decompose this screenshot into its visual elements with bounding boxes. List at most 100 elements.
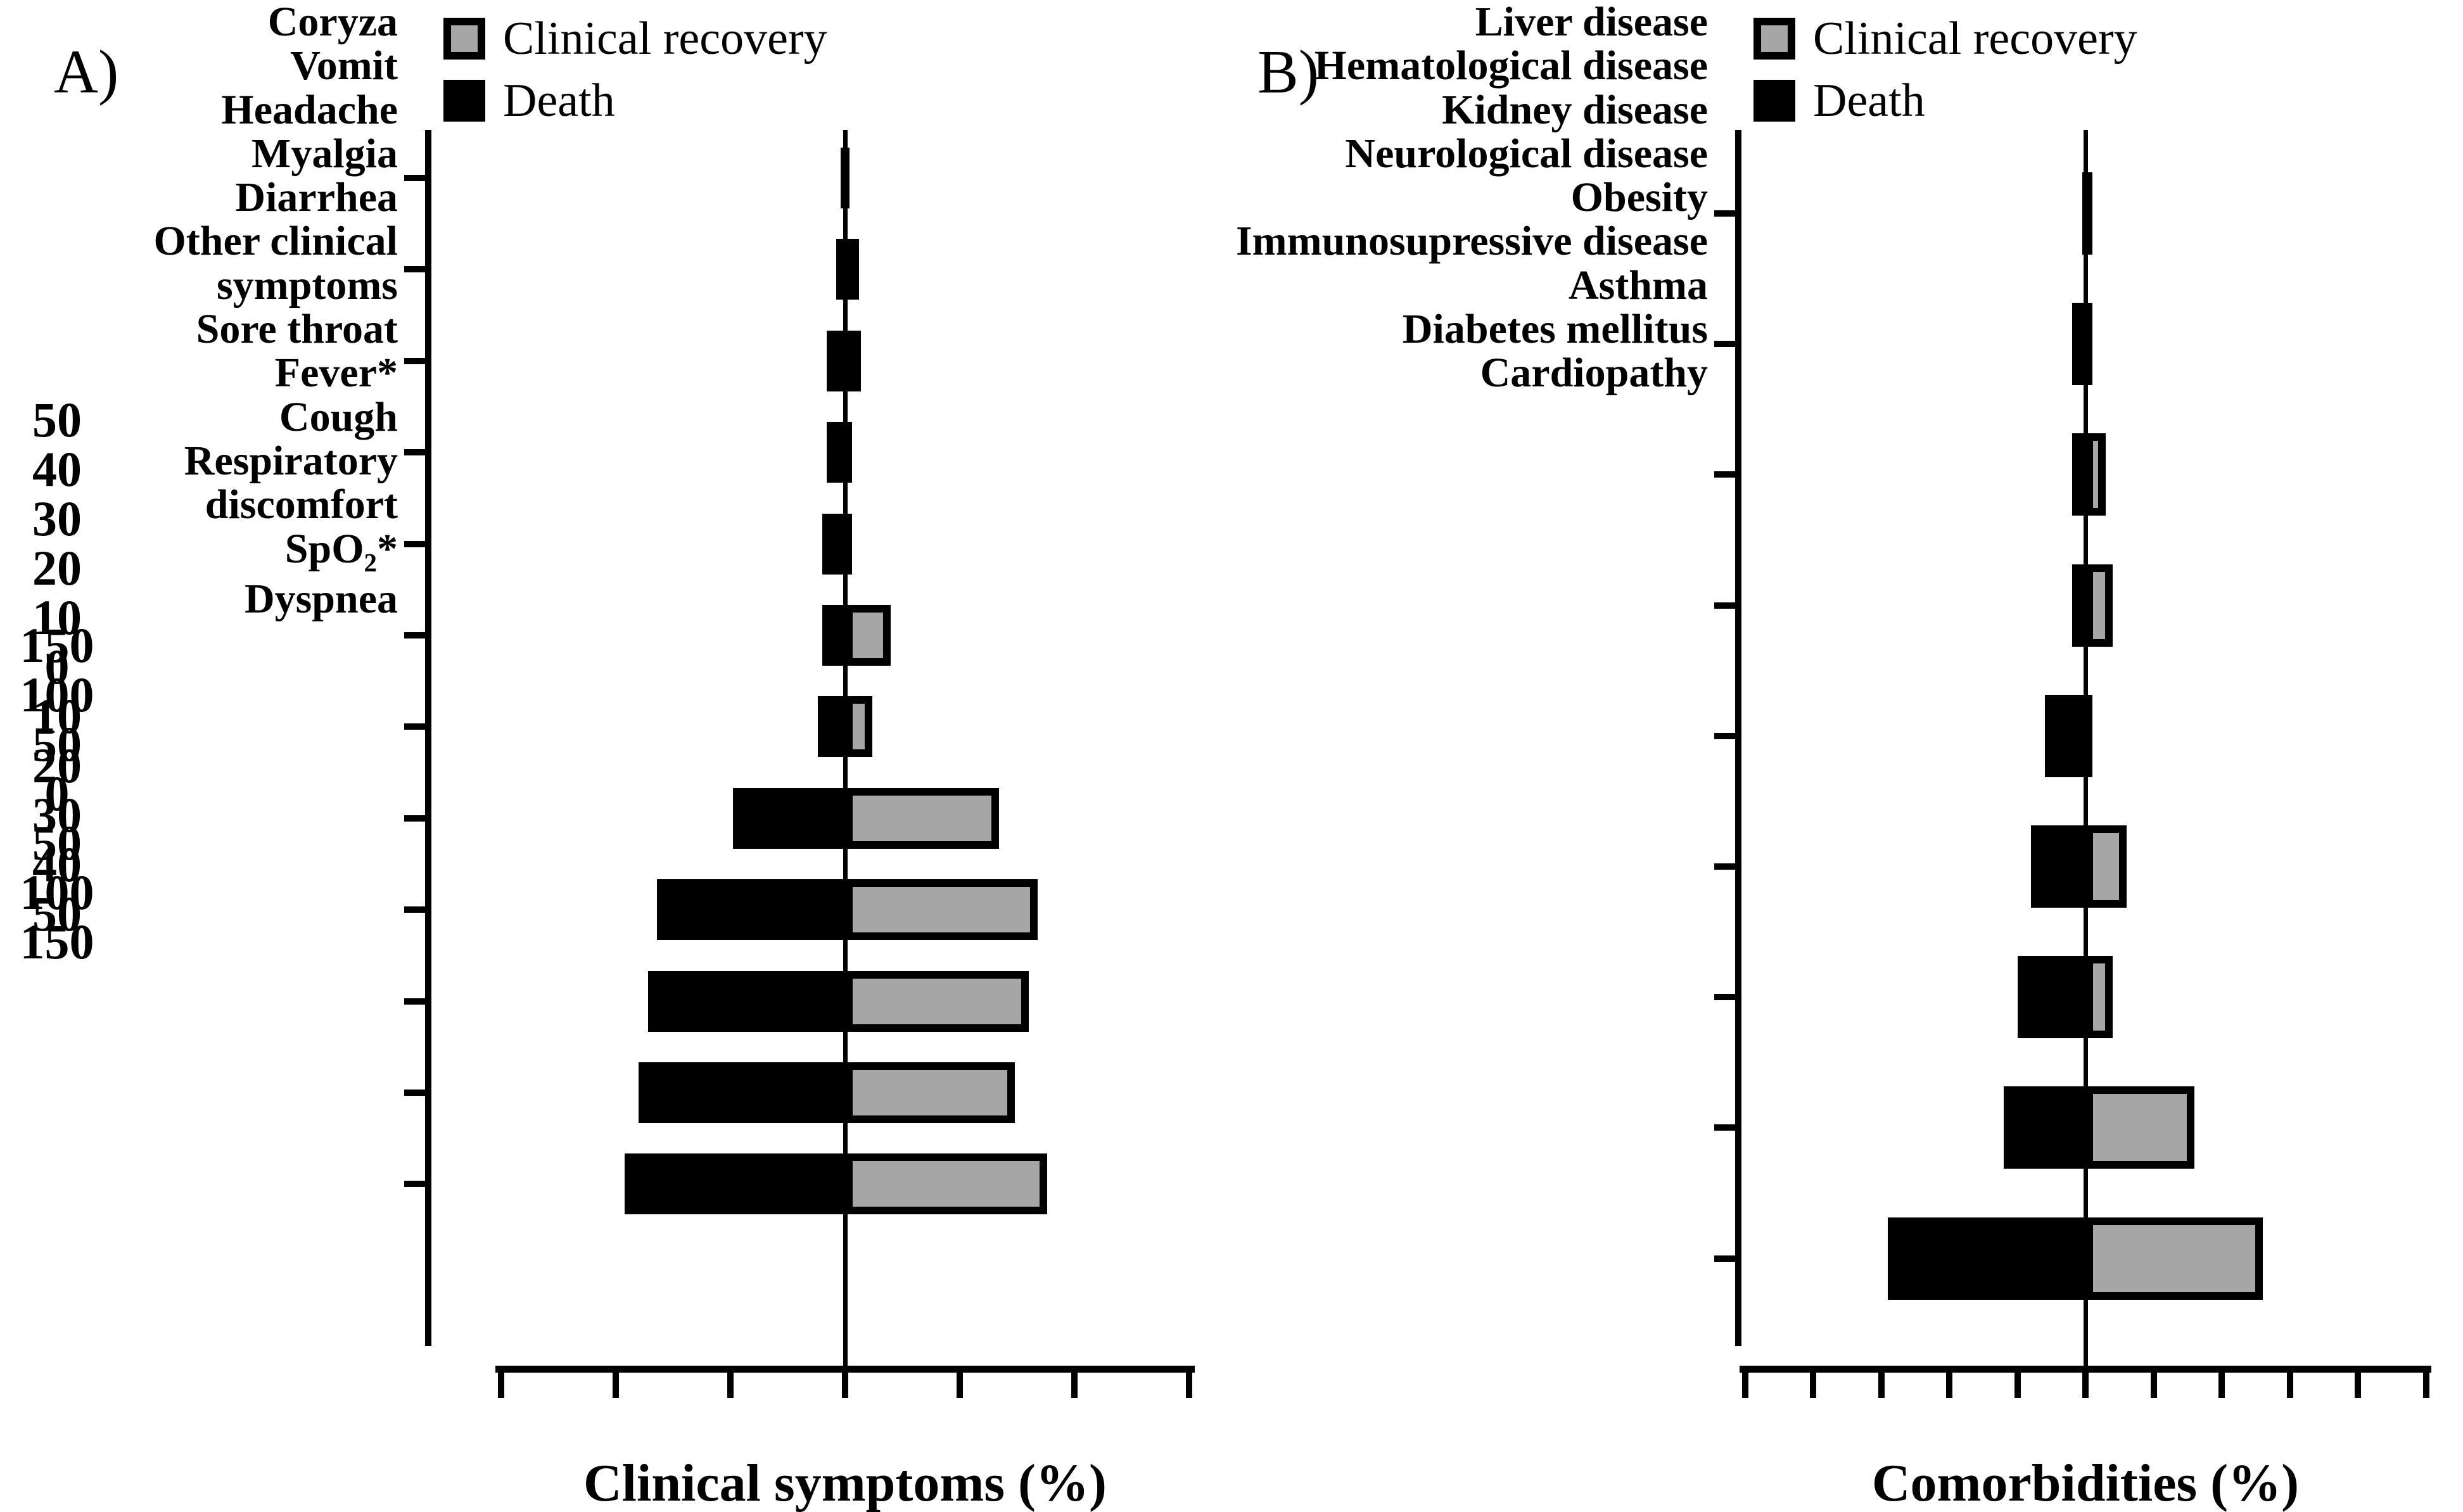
axis-tick-label: 100 [20,865,94,920]
category-label: Cough [279,393,398,440]
category-tick [404,449,428,456]
category-label: Dyspnea [244,575,398,622]
category-label: Diabetes mellitus [1402,306,1708,353]
bar-death [1888,1217,2085,1300]
axis-tick [727,1373,734,1398]
axis-tick-label: 50 [32,815,82,870]
bar-recovery-fill [2093,1094,2187,1162]
category-label: Fever* [274,350,398,397]
panel-b-plot: Liver disease Hematological disease Kidney… [0,0,2431,1398]
category-axis-spine [1735,130,1741,1346]
axis-tick [2355,1373,2361,1398]
category-tick [404,906,428,913]
category-tick [404,266,428,273]
axis-tick-label: 50 [32,716,82,772]
bar-recovery-fill [853,1070,1007,1115]
recovery-swatch-icon [443,18,485,60]
axis-tick [1810,1373,1816,1398]
panel-a-letter: A) [54,38,119,106]
category-tick [404,815,428,822]
bar-recovery [845,239,859,300]
panel-b-legend: Clinical recovery Death [1753,15,2137,124]
bar-recovery-fill [853,978,1021,1024]
x-axis-line [1740,1366,2431,1373]
legend-row-recovery: Clinical recovery [443,15,827,62]
axis-tick [2422,1373,2429,1398]
recovery-swatch-icon [1753,18,1795,60]
bar-death [836,239,845,300]
bar-recovery [845,330,862,391]
category-tick [404,1090,428,1096]
bar-recovery [2085,303,2092,386]
axis-tick-label: 50 [32,886,82,941]
bar-recovery-fill [2093,963,2105,1031]
bar-death [639,1062,845,1123]
category-label: Other clinical symptoms [153,218,398,308]
category-label: Liver disease [1475,0,1708,45]
axis-tick [2150,1373,2157,1398]
bar-death [657,879,845,941]
legend-recovery-label: Clinical recovery [503,13,827,65]
legend-row-death: Death [1753,77,2137,124]
bar-death [827,330,845,391]
bar-recovery-fill [853,704,865,750]
category-label: Hematological disease [1314,42,1708,89]
category-label: Headache [221,86,398,133]
category-label: Immunosupressive disease [1235,218,1708,265]
bar-recovery [2085,694,2092,777]
category-tick [404,723,428,730]
category-tick [404,357,428,364]
axis-tick-label: 20 [32,737,82,793]
category-label: Obesity [1570,174,1708,221]
x-axis-line [495,1366,1195,1373]
bar-death [647,970,845,1032]
axis-tick-label: 20 [32,540,82,595]
bar-death [827,422,845,483]
legend-recovery-label: Clinical recovery [1813,13,2137,65]
axis-tick [1186,1373,1192,1398]
category-tick [1714,602,1738,609]
axis-tick-label: 40 [32,441,82,497]
bar-death [2072,303,2085,386]
axis-tick [2218,1373,2225,1398]
axis-tick-label: 50 [32,391,82,447]
axis-tick [957,1373,963,1398]
axis-tick-label: 10 [32,589,82,645]
axis-tick [498,1373,504,1398]
category-label: Vomit [290,42,398,89]
axis-tick-label: 100 [20,667,94,722]
axis-tick [1071,1373,1078,1398]
category-label: Diarrhea [235,174,398,221]
axis-tick-label: 150 [20,914,94,969]
axis-tick [613,1373,619,1398]
bar-recovery-fill [853,795,991,841]
bar-death [2017,956,2085,1039]
bar-death [2044,694,2085,777]
axis-tick [1878,1373,1885,1398]
category-label: Kidney disease [1442,86,1708,133]
axis-tick-label: 150 [20,618,94,673]
axis-tick-label: 10 [32,688,82,744]
category-tick [404,175,428,181]
category-label: Neurological disease [1345,130,1708,177]
category-tick [1714,863,1738,870]
death-swatch-icon [443,80,485,122]
category-tick [404,1181,428,1188]
category-tick [1714,210,1738,217]
panel-b-axis-title: Comorbidities (%) [1871,1454,2300,1512]
panel-b-letter: B) [1257,38,1319,106]
category-tick [1714,1255,1738,1262]
axis-tick [2082,1373,2089,1398]
axis-tick [1741,1373,1748,1398]
category-label: Sore throat [196,306,398,353]
axis-tick-label: 0 [44,766,70,821]
death-swatch-icon [1753,80,1795,122]
bar-recovery-fill [853,613,884,658]
bar-death [840,148,845,208]
category-tick [404,998,428,1005]
bar-death [2072,433,2085,516]
category-tick [404,540,428,547]
bar-recovery [2085,172,2092,255]
bar-recovery-fill [2093,833,2119,900]
bar-recovery [845,148,850,208]
